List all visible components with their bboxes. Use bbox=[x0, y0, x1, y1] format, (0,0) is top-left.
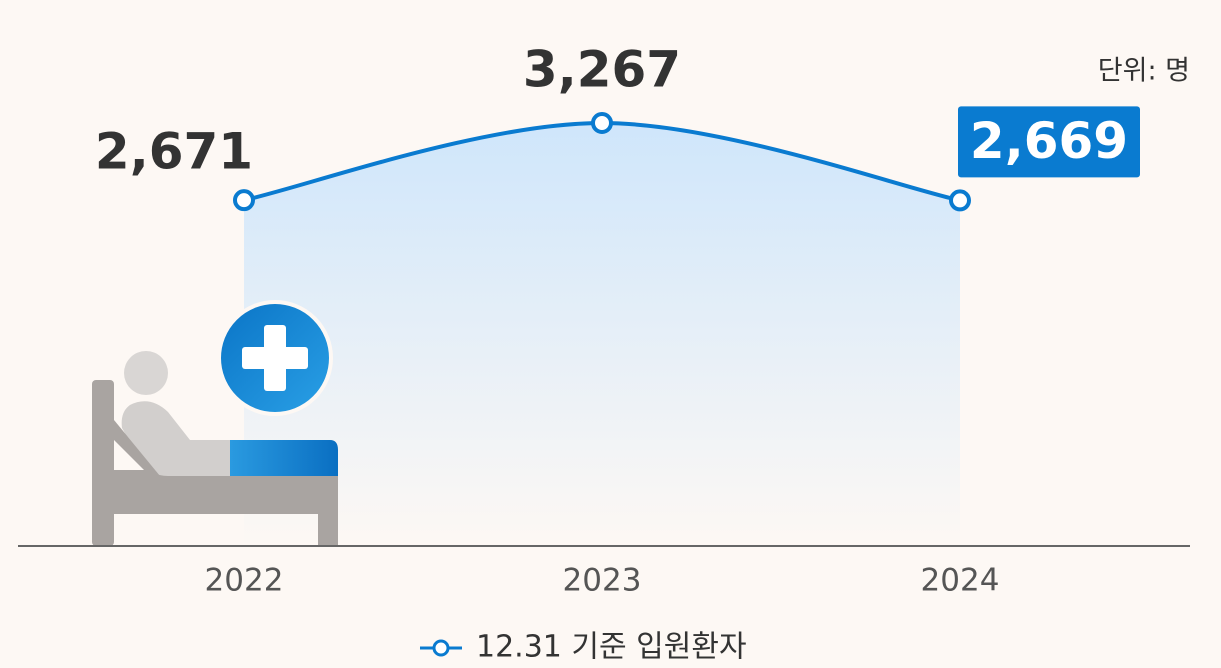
chart: 단위: 명 2,671 3,267 2,669 12.31 기준 입원환자 2022 20… bbox=[0, 0, 1221, 668]
x-tick-label: 2023 bbox=[563, 563, 642, 599]
point bbox=[235, 191, 253, 209]
legend-marker bbox=[434, 641, 448, 655]
x-tick-label: 2024 bbox=[921, 563, 1000, 599]
point bbox=[593, 114, 611, 132]
value-label: 2,669 bbox=[970, 112, 1128, 170]
value-label: 2,671 bbox=[95, 123, 253, 181]
area bbox=[244, 123, 960, 546]
value-label: 3,267 bbox=[523, 41, 681, 99]
x-tick-label: 2022 bbox=[205, 563, 284, 599]
legend-label: 12.31 기준 입원환자 bbox=[476, 630, 747, 665]
unit-label: 단위: 명 bbox=[1098, 56, 1190, 87]
point bbox=[951, 191, 969, 209]
